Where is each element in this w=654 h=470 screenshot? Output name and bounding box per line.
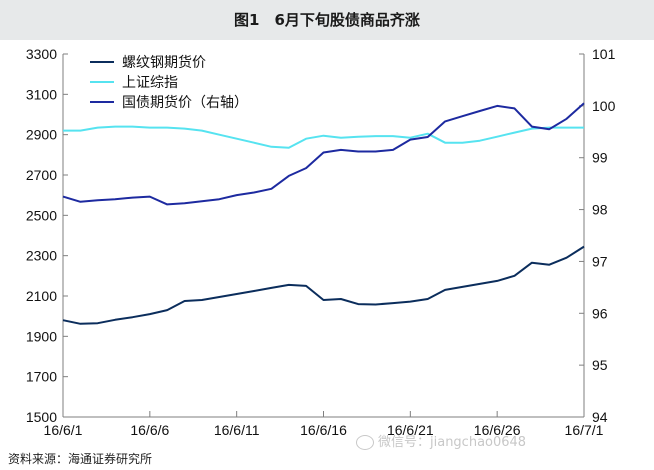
y-right-tick-label: 101 bbox=[592, 46, 616, 62]
figure-header bbox=[0, 0, 654, 40]
legend-label: 上证综指 bbox=[122, 75, 178, 91]
y-right-tick-label: 95 bbox=[592, 357, 608, 373]
wechat-icon bbox=[356, 435, 374, 450]
x-tick-label: 16/6/11 bbox=[214, 422, 260, 438]
source-note: 资料来源：海通证券研究所 bbox=[8, 452, 153, 466]
y-left-tick-label: 2100 bbox=[26, 288, 57, 304]
line-chart: 1500 1700 1900 2100 2300 2500 2700 2900 3100 3300… bbox=[26, 46, 616, 438]
y-right-tick-label: 96 bbox=[592, 305, 608, 321]
y-right-tick-label: 94 bbox=[592, 409, 608, 425]
figure-title: 图1 6月下旬股债商品齐涨 bbox=[234, 11, 420, 29]
y-right-tick-label: 97 bbox=[592, 253, 608, 269]
series-line-2 bbox=[63, 125, 584, 149]
legend-label: 螺纹钢期货价 bbox=[122, 54, 206, 71]
x-tick-label: 16/7/1 bbox=[565, 422, 604, 438]
x-tick-label: 16/6/1 bbox=[44, 422, 83, 438]
x-tick-label: 16/6/16 bbox=[300, 422, 347, 438]
x-tick-label: 16/6/26 bbox=[474, 422, 521, 438]
y-left-tick-label: 3100 bbox=[26, 86, 57, 102]
watermark: 微信号：jiangchao0648 bbox=[356, 431, 526, 450]
watermark-text: 微信号：jiangchao0648 bbox=[378, 435, 527, 450]
y-left-tick-label: 3300 bbox=[26, 46, 57, 62]
y-left-tick-label: 1900 bbox=[26, 328, 57, 344]
y-right-tick-label: 99 bbox=[592, 150, 608, 166]
chart-series bbox=[62, 102, 585, 325]
y-left-tick-label: 1500 bbox=[26, 409, 57, 425]
x-tick-label: 16/6/6 bbox=[130, 422, 169, 438]
y-left-tick-label: 2300 bbox=[26, 248, 57, 264]
x-tick-label: 16/6/21 bbox=[387, 422, 434, 438]
chart-axes: 1500 1700 1900 2100 2300 2500 2700 2900 3100 3300… bbox=[26, 46, 616, 438]
series-line-1 bbox=[62, 245, 585, 325]
legend-label: 国债期货价（右轴） bbox=[122, 94, 248, 111]
y-left-tick-label: 2900 bbox=[26, 127, 57, 143]
series-line-3 bbox=[62, 102, 585, 206]
y-right-tick-label: 100 bbox=[592, 98, 616, 114]
y-left-tick-label: 1700 bbox=[26, 369, 57, 385]
y-left-tick-label: 2700 bbox=[26, 167, 57, 183]
y-right-tick-label: 98 bbox=[592, 202, 608, 218]
y-left-tick-label: 2500 bbox=[26, 207, 57, 223]
